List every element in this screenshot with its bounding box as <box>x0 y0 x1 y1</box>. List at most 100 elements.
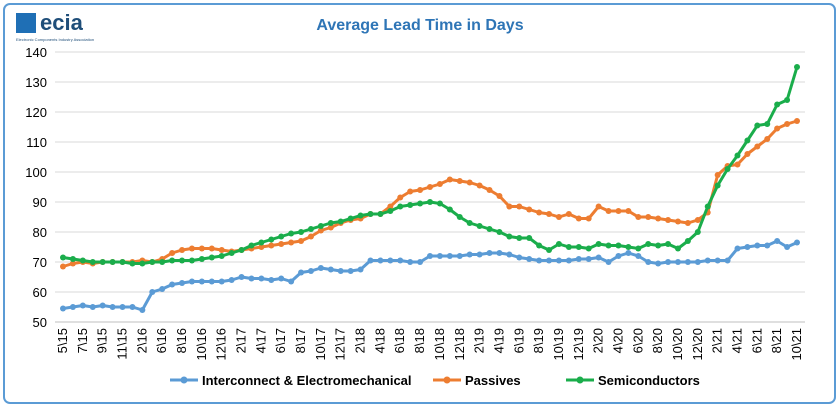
data-point <box>486 250 493 256</box>
data-point <box>754 242 761 249</box>
logo-subtitle: Electronic Components Industry Associati… <box>16 37 94 42</box>
data-point <box>60 254 66 261</box>
data-point <box>774 125 781 132</box>
data-point <box>446 206 453 213</box>
data-point <box>784 97 791 103</box>
x-tick-label: 7\15 <box>75 328 90 353</box>
data-point <box>744 151 751 157</box>
data-point <box>605 242 612 249</box>
data-point <box>774 238 781 244</box>
data-point <box>327 220 334 226</box>
data-point <box>327 266 334 273</box>
data-point <box>60 305 66 312</box>
data-point <box>258 275 265 282</box>
data-point <box>417 259 424 265</box>
data-point <box>625 244 632 250</box>
data-point <box>486 226 493 232</box>
data-point <box>595 203 602 210</box>
data-point <box>645 214 652 220</box>
data-point <box>69 256 76 262</box>
data-point <box>655 242 662 249</box>
y-tick-label: 100 <box>25 165 47 180</box>
data-point <box>774 101 781 108</box>
x-tick-label: 4\21 <box>729 328 744 353</box>
data-point <box>119 304 126 310</box>
data-point <box>585 245 592 252</box>
data-point <box>327 224 334 231</box>
data-point <box>129 260 136 267</box>
data-point <box>377 257 384 264</box>
data-point <box>298 229 305 235</box>
data-point <box>744 244 751 250</box>
data-point <box>159 259 166 265</box>
data-point <box>546 257 553 264</box>
data-point <box>665 241 672 247</box>
y-tick-label: 50 <box>33 315 47 330</box>
data-point <box>645 241 652 247</box>
data-point <box>456 214 463 220</box>
data-point <box>397 194 404 201</box>
data-point <box>278 233 285 240</box>
data-point <box>575 215 582 222</box>
data-point <box>506 251 513 258</box>
data-point <box>248 242 255 249</box>
logo-text: ecia <box>40 10 84 35</box>
x-tick-label: 2\16 <box>134 328 149 353</box>
data-point <box>119 259 126 265</box>
data-point <box>218 253 225 259</box>
data-point <box>198 245 205 252</box>
x-tick-label: 6\19 <box>511 328 526 353</box>
data-point <box>307 226 314 232</box>
data-point <box>307 233 314 240</box>
data-point <box>228 250 235 256</box>
x-tick-label: 4\19 <box>491 328 506 353</box>
y-tick-label: 140 <box>25 45 47 60</box>
data-point <box>139 307 146 313</box>
x-tick-label: 12\19 <box>571 328 586 361</box>
data-point <box>575 244 582 250</box>
data-point <box>89 259 96 265</box>
data-point <box>357 212 364 219</box>
data-point <box>387 257 394 264</box>
data-point <box>407 202 414 208</box>
logo: ecia Electronic Components Industry Asso… <box>16 10 94 42</box>
legend-label: Interconnect & Electromechanical <box>202 373 412 388</box>
data-point <box>298 269 305 276</box>
data-point <box>536 209 543 216</box>
data-point <box>526 256 533 262</box>
data-point <box>784 244 791 250</box>
data-point <box>665 217 672 223</box>
data-point <box>496 193 503 199</box>
data-point <box>109 304 116 310</box>
data-point <box>436 253 443 259</box>
data-point <box>208 254 215 261</box>
data-point <box>615 242 622 249</box>
data-point <box>615 208 622 214</box>
data-point <box>317 223 324 229</box>
data-point <box>605 259 612 265</box>
x-tick-label: 5\15 <box>55 328 70 353</box>
data-point <box>367 257 374 264</box>
chart-title: Average Lead Time in Days <box>316 17 523 34</box>
legend-item: Passives <box>433 373 521 388</box>
data-point <box>754 143 761 150</box>
x-tick-label: 2\19 <box>472 328 487 353</box>
x-tick-label: 6\17 <box>273 328 288 353</box>
data-point <box>784 121 791 127</box>
data-point <box>595 254 602 261</box>
data-point <box>188 278 195 285</box>
data-point <box>387 208 394 214</box>
data-point <box>427 199 433 205</box>
x-tick-label: 6\18 <box>392 328 407 353</box>
x-tick-label: 2\17 <box>234 328 249 353</box>
data-point <box>724 166 731 172</box>
data-point <box>436 181 443 187</box>
data-point <box>466 251 473 258</box>
data-point <box>684 238 691 244</box>
y-tick-label: 110 <box>26 135 47 150</box>
x-tick-label: 12\17 <box>333 328 348 361</box>
data-point <box>60 263 66 270</box>
y-tick-label: 80 <box>33 225 47 240</box>
data-point <box>169 250 176 256</box>
data-point <box>466 179 473 186</box>
